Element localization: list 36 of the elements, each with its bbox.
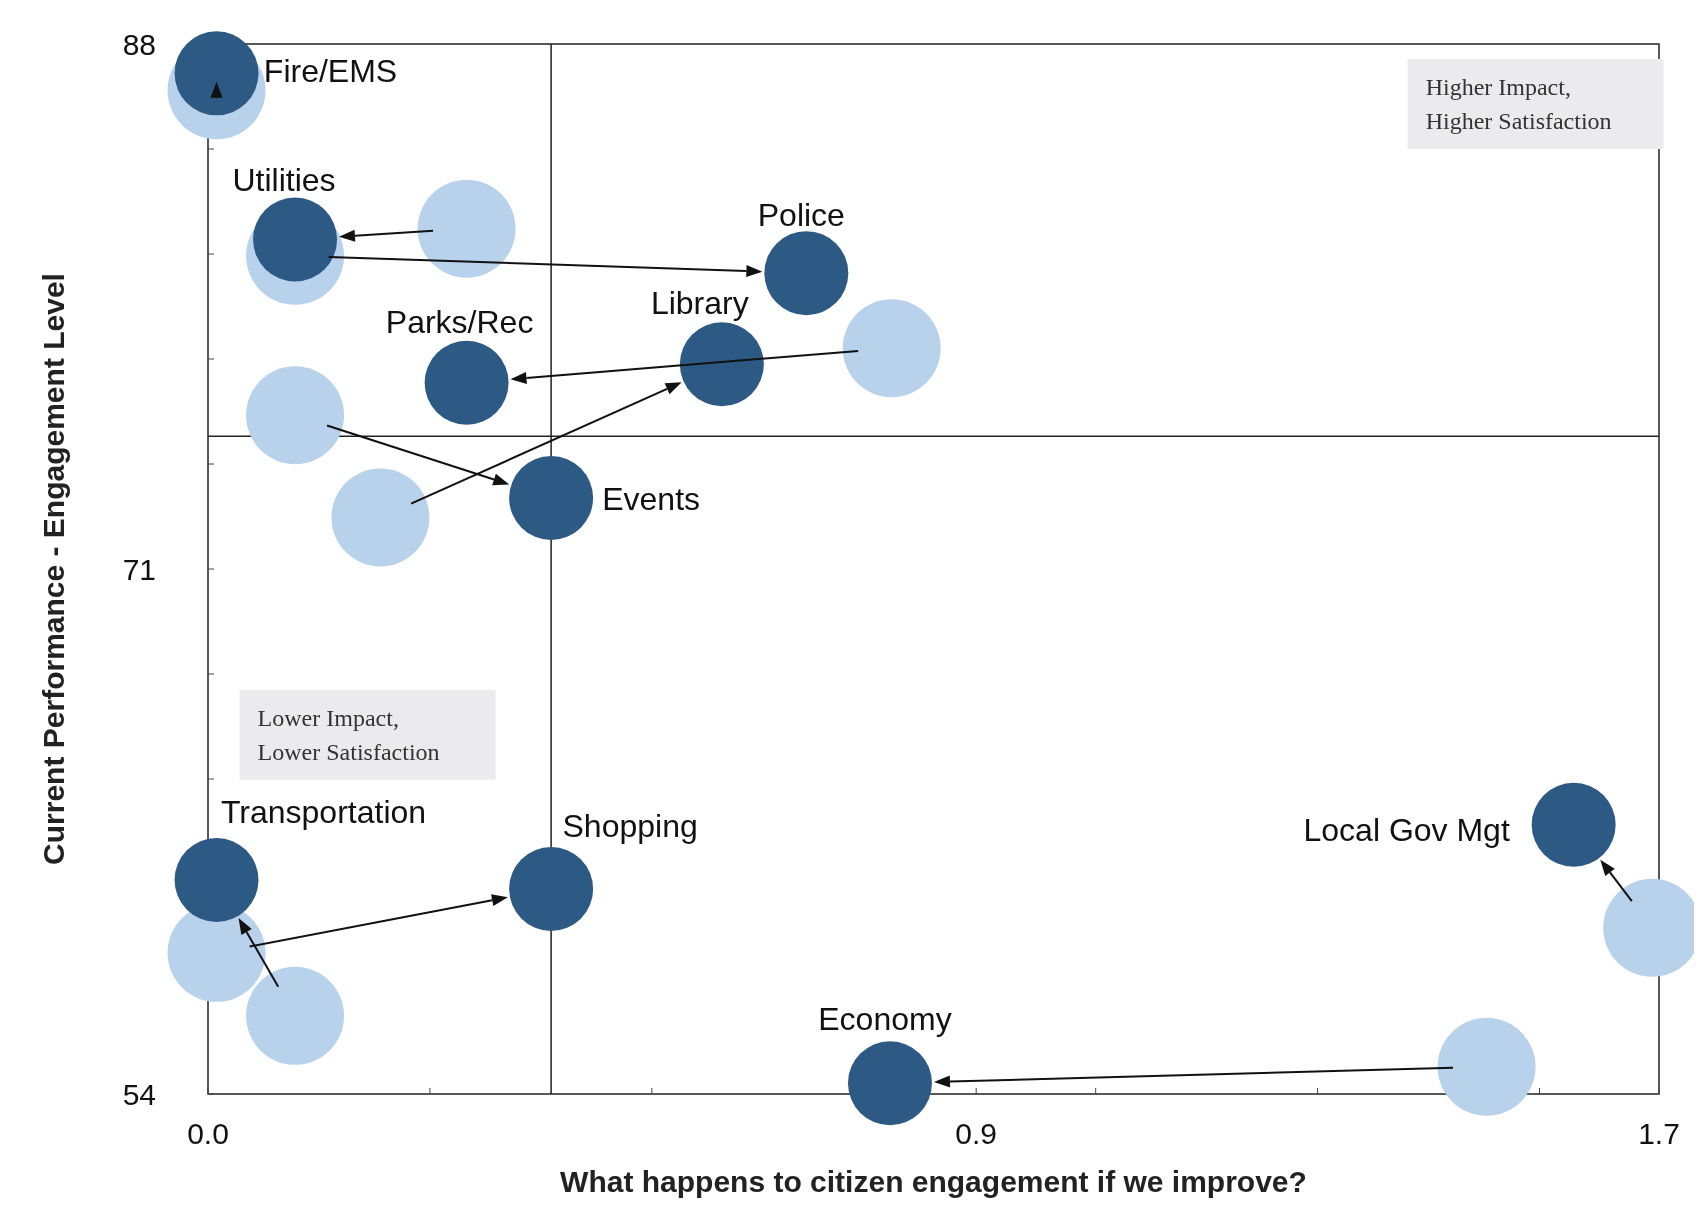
annotation: Fire/EMS (263, 52, 398, 89)
point (509, 455, 594, 540)
annotation: Utilities (232, 161, 336, 198)
point (1437, 1017, 1536, 1116)
x-tick-label: 0.0 (187, 1117, 229, 1150)
x-axis-title: What happens to citizen engagement if we improve? (560, 1165, 1307, 1198)
point (174, 31, 259, 116)
point (764, 231, 849, 316)
point (246, 366, 345, 465)
annotation: Events (602, 481, 701, 518)
point (1531, 782, 1616, 867)
annotation: Higher Impact, Higher Satisfaction (1425, 74, 1612, 134)
annotation: Transportation (220, 794, 427, 831)
point (253, 197, 338, 282)
annotation: Local Gov Mgt (1303, 811, 1510, 848)
point (331, 468, 430, 567)
y-tick-label: 54 (122, 1077, 156, 1111)
point (246, 966, 345, 1065)
point (174, 837, 259, 922)
point (424, 340, 509, 425)
x-tick-label: 1.7 (1638, 1117, 1680, 1150)
x-tick-label: 0.9 (955, 1117, 998, 1150)
point (842, 299, 941, 398)
annotation: Parks/Rec (385, 303, 534, 340)
y-axis-title: Current Performance - Engagement Level (37, 273, 70, 865)
annotation: Library (650, 285, 749, 322)
y-tick-label: 88 (122, 27, 156, 61)
annotation: Shopping (562, 808, 698, 845)
point (847, 1041, 932, 1126)
annotation: Lower Impact, Lower Satisfaction (257, 704, 440, 765)
point (509, 846, 594, 931)
annotation: Economy (818, 1001, 952, 1038)
y-tick-label: 71 (122, 552, 156, 586)
annotation: Police (757, 197, 845, 234)
point (417, 179, 516, 278)
point (679, 322, 764, 407)
